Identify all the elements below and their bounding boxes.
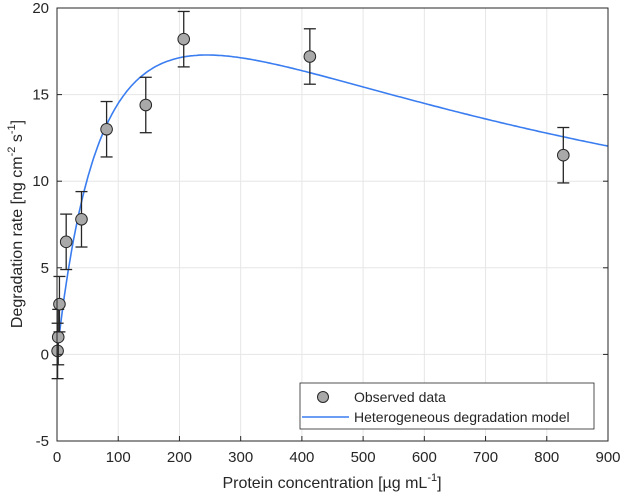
x-tick-label: 600 [412,449,437,466]
data-marker [75,213,88,226]
y-tick-label: 0 [41,346,49,363]
data-points [51,10,570,380]
data-marker [557,148,570,162]
x-tick-label: 900 [595,449,620,466]
data-point [139,76,153,134]
data-marker [139,98,153,112]
data-marker [303,50,317,63]
data-marker [53,297,66,311]
axes-box [56,7,609,442]
y-tick-label: 20 [32,0,49,17]
data-point [177,10,191,68]
legend-label-model: Heterogeneous degradation model [354,409,570,425]
data-point [75,190,88,248]
data-point [59,213,73,271]
x-tick-label: 700 [473,449,498,466]
grid [56,7,609,442]
model-curve [56,54,609,355]
legend-box [299,382,595,430]
y-tick-label: 10 [32,173,49,190]
x-tick-label: 0 [53,449,61,466]
x-tick-label: 300 [228,449,253,466]
data-marker [51,330,65,344]
legend-label-observed: Observed data [354,389,446,405]
x-axis-label: Protein concentration [µg mL-1] [222,472,441,492]
data-point [51,308,65,366]
x-tick-label: 800 [534,449,559,466]
y-tick-label: -5 [36,433,49,450]
x-tick-label: 500 [351,449,376,466]
data-marker [59,235,73,249]
x-tick-label: 400 [289,449,314,466]
data-marker [100,122,113,136]
legend: Observed data Heterogeneous degradation … [299,382,595,430]
x-tick-label: 100 [106,449,131,466]
x-tick-label: 200 [167,449,192,466]
data-marker [177,32,191,46]
y-tick-label: 15 [32,87,49,104]
y-axis-label: Degradation rate [ng cm-2 s-1] [6,120,26,328]
data-point [303,28,317,85]
data-point [557,126,570,184]
data-point [100,100,113,158]
legend-marker-icon [317,391,329,403]
y-tick-label: 5 [41,260,49,277]
